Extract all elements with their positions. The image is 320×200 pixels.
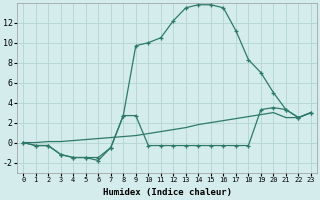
X-axis label: Humidex (Indice chaleur): Humidex (Indice chaleur)	[103, 188, 232, 197]
